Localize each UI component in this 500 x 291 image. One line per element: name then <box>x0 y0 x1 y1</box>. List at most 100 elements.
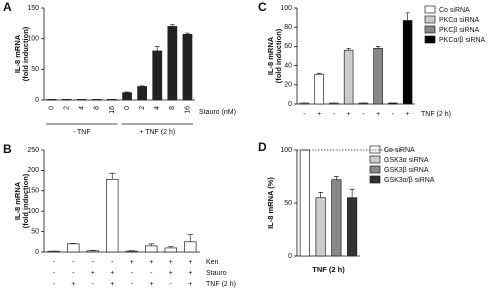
row-sign: + <box>91 270 95 277</box>
y-axis-label: (fold induction) <box>21 26 30 81</box>
bar <box>125 250 138 253</box>
bar <box>152 50 163 101</box>
row-sign: + <box>376 111 380 118</box>
y-tick-label: 100 <box>27 208 39 215</box>
bar <box>164 247 177 253</box>
error-bar <box>139 85 145 87</box>
bar <box>137 86 148 101</box>
row-sign: - <box>150 270 153 277</box>
y-axis-label: (fold induction) <box>21 173 30 228</box>
legend-swatch <box>369 175 381 184</box>
row-sign: + <box>149 281 153 288</box>
legend-swatch <box>424 35 436 44</box>
bar <box>314 73 324 105</box>
x-tick-label: 8 <box>169 106 176 110</box>
row-sign: - <box>111 259 114 266</box>
legend-label: PKCβ siRNA <box>439 27 480 34</box>
y-axis-label: IL-8 mRNA <box>13 34 22 73</box>
error-bar <box>187 234 194 242</box>
bar <box>167 26 178 101</box>
y-tick-label: 0 <box>35 97 39 104</box>
row-sign: - <box>53 270 56 277</box>
bar <box>106 179 119 253</box>
x-tick-label: 4 <box>154 106 161 110</box>
panel-letter: A <box>3 0 12 14</box>
row-sign: + <box>169 259 173 266</box>
y-axis-label: IL-8 mRNA <box>266 36 275 75</box>
panel-letter: D <box>258 140 267 154</box>
row-sign: + <box>188 270 192 277</box>
x-tick-label: 16 <box>109 106 116 114</box>
row-sign: - <box>53 259 56 266</box>
error-bar <box>318 192 323 198</box>
error-bar <box>185 32 190 35</box>
x-tick-label: 0 <box>48 106 55 110</box>
legend-swatch <box>424 5 436 14</box>
row-sign: - <box>92 281 95 288</box>
panel-letter: B <box>3 142 12 156</box>
row-sign: + <box>188 259 192 266</box>
y-tick-label: 250 <box>27 147 39 154</box>
y-tick-label: 60 <box>284 43 292 50</box>
row-label: Ken <box>206 259 219 266</box>
error-bar <box>334 176 339 180</box>
row-sign: + <box>71 281 75 288</box>
legend-label: PKCα siRNA <box>439 17 480 24</box>
y-tick-label: 100 <box>280 5 292 12</box>
bar <box>402 20 413 105</box>
row-sign: - <box>303 111 306 118</box>
panel-letter: C <box>258 0 267 14</box>
legend-swatch <box>369 145 381 154</box>
y-tick-label: 50 <box>31 228 39 235</box>
y-tick-label: 50 <box>284 200 292 207</box>
bar <box>331 179 342 257</box>
error-bar <box>316 72 322 75</box>
bar <box>373 47 383 105</box>
y-tick-label: 0 <box>288 101 292 108</box>
y-tick-label: 200 <box>27 167 39 174</box>
y-tick-label: 0 <box>288 253 292 260</box>
row-sign: - <box>362 111 365 118</box>
x-axis-label: Stauro (nM) <box>199 109 236 116</box>
error-bar <box>375 46 381 49</box>
row-label: TNF (2 h) <box>421 111 451 118</box>
bar <box>315 197 326 257</box>
y-axis-label: IL-8 mRNA (%) <box>266 177 275 229</box>
row-sign: - <box>92 259 95 266</box>
legend-label: GSK3α siRNA <box>384 157 429 164</box>
row-sign: + <box>130 259 134 266</box>
row-label: TNF (2 h) <box>206 281 236 288</box>
error-bar <box>109 172 116 180</box>
y-axis-label: IL-8 mRNA <box>13 181 22 220</box>
y-tick-label: 100 <box>27 36 39 43</box>
row-sign: + <box>110 270 114 277</box>
legend-label: Co siRNA <box>439 7 470 14</box>
error-bar <box>154 46 160 51</box>
row-sign: - <box>170 281 173 288</box>
bar <box>67 243 80 253</box>
error-bar <box>148 243 155 246</box>
legend-swatch <box>369 165 381 174</box>
x-axis-label: TNF (2 h) <box>312 265 345 274</box>
row-sign: + <box>169 270 173 277</box>
error-bar <box>405 12 410 21</box>
y-tick-label: 150 <box>27 188 39 195</box>
y-axis-label: (fold induction) <box>274 28 283 83</box>
legend-label: GSK3β siRNA <box>384 167 429 174</box>
legend-label: GSK3α/β siRNA <box>384 177 435 184</box>
bar <box>182 34 193 101</box>
bar <box>343 49 354 105</box>
row-sign: + <box>110 281 114 288</box>
row-sign: - <box>333 111 336 118</box>
error-bar <box>124 91 130 93</box>
row-sign: - <box>72 259 75 266</box>
row-sign: + <box>317 111 321 118</box>
x-tick-label: 4 <box>79 106 86 110</box>
legend-swatch <box>369 155 381 164</box>
legend-swatch <box>424 15 436 24</box>
y-tick-label: 40 <box>284 62 292 69</box>
row-sign: - <box>131 270 134 277</box>
x-tick-label: 8 <box>94 106 101 110</box>
y-tick-label: 150 <box>27 5 39 12</box>
